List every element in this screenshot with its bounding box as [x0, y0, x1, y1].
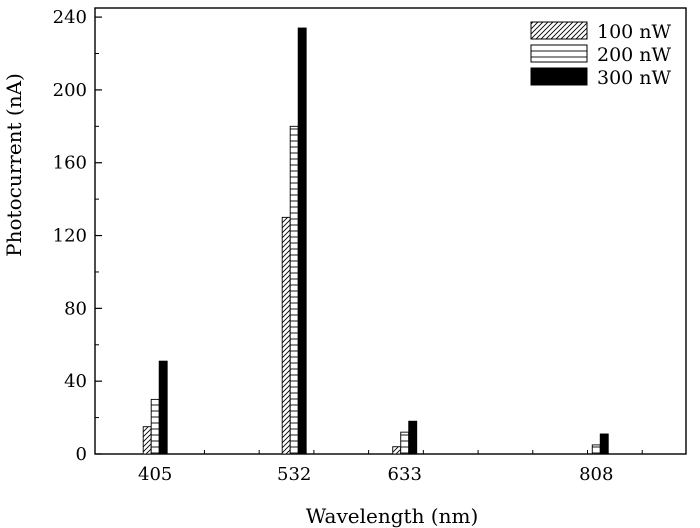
y-tick-label: 120: [53, 226, 87, 247]
y-axis: 0 40 80 120 160 200 240: [53, 7, 102, 465]
legend-label: 100 nW: [597, 21, 672, 43]
bar-200-nw-633: [400, 431, 410, 455]
bars: [142, 27, 609, 455]
legend-swatch: [530, 67, 588, 86]
x-tick-label: 532: [277, 464, 311, 485]
y-tick-label: 40: [64, 371, 87, 392]
legend-swatch: [530, 21, 588, 40]
bar-200-nw-532: [289, 125, 299, 455]
y-tick-label: 240: [53, 7, 87, 28]
y-tick-label: 200: [53, 80, 87, 101]
y-tick-label: 80: [64, 298, 87, 319]
bar-100-nw-405: [142, 426, 152, 455]
bar-100-nw-532: [281, 216, 291, 455]
x-tick-label: 808: [579, 464, 613, 485]
x-axis: 405 532 633 808: [138, 447, 643, 485]
plot-frame: [94, 7, 687, 455]
bar-300-nw-633: [408, 420, 418, 455]
legend-label: 300 nW: [597, 67, 672, 89]
bar-300-nw-808: [599, 433, 609, 455]
legend-label: 200 nW: [597, 44, 672, 66]
legend-swatch: [530, 44, 588, 63]
bar-300-nw-532: [297, 27, 307, 455]
y-axis-label: Photocurrent (nA): [2, 73, 26, 257]
y-tick-label: 160: [53, 153, 87, 174]
x-tick-label: 633: [388, 464, 422, 485]
x-axis-label: Wavelength (nm): [306, 504, 479, 528]
y-tick-label: 0: [76, 444, 87, 465]
plot-area: [94, 7, 687, 455]
bar-300-nw-405: [158, 360, 168, 455]
bar-200-nw-808: [591, 444, 601, 455]
x-tick-label: 405: [138, 464, 172, 485]
bar-200-nw-405: [150, 398, 160, 455]
bar-100-nw-633: [392, 446, 402, 455]
